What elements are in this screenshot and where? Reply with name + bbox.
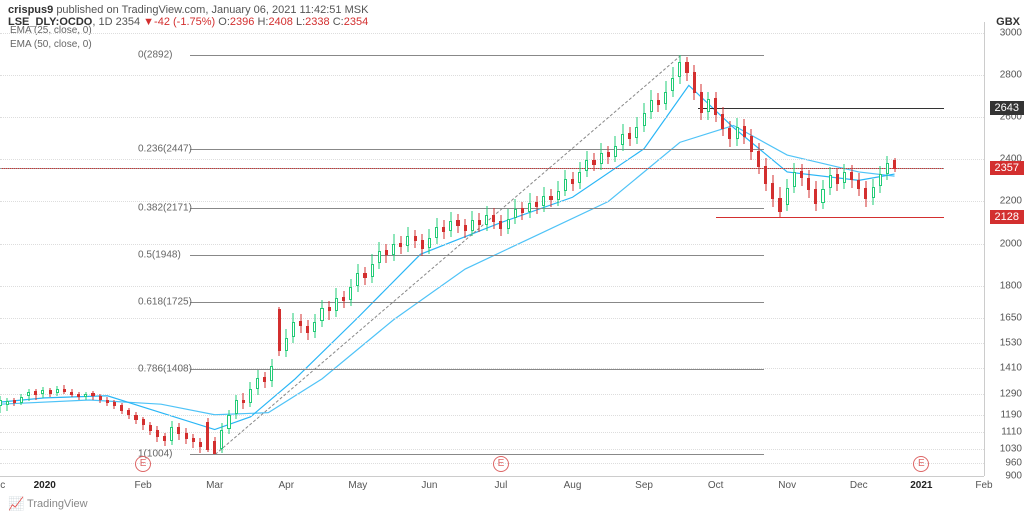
fib-line[interactable] xyxy=(190,369,764,370)
y-tick-label: 3000 xyxy=(1000,27,1022,38)
price-line[interactable] xyxy=(716,217,944,218)
y-tick-label: 1530 xyxy=(1000,337,1022,348)
fib-line[interactable] xyxy=(190,302,764,303)
x-tick-label: Jun xyxy=(421,480,437,491)
crosshair-line xyxy=(0,168,944,169)
x-tick-label: Dec xyxy=(850,480,868,491)
fib-label: 0.236(2447) xyxy=(138,144,192,155)
y-axis[interactable]: GBX 300028002600240022002000180016501530… xyxy=(984,22,1024,476)
x-tick-label: Aug xyxy=(564,480,582,491)
y-tick-label: 900 xyxy=(1005,471,1022,482)
fib-label: 0.618(1725) xyxy=(138,296,192,307)
x-tick-label: Nov xyxy=(778,480,796,491)
x-tick-label: Apr xyxy=(278,480,294,491)
chart-container: crispus9 published on TradingView.com, J… xyxy=(0,0,1024,514)
y-tick-label: 1110 xyxy=(1001,426,1022,437)
price-tag: 2128 xyxy=(990,210,1024,224)
fib-line[interactable] xyxy=(190,255,764,256)
x-axis[interactable]: ec 2020 Feb Mar Apr May Jun Jul Aug Sep Oct Nov Dec 2… xyxy=(0,476,984,498)
watermark: 📈 TradingView xyxy=(8,496,88,512)
y-tick-label: 1290 xyxy=(1000,388,1022,399)
y-tick-label: 1190 xyxy=(1000,409,1022,420)
price-tag: 2643 xyxy=(990,101,1024,115)
fib-label: 0.382(2171) xyxy=(138,202,192,213)
x-tick-label: Feb xyxy=(975,480,992,491)
x-tick-label: 2021 xyxy=(910,480,932,491)
price-tag: 2357 xyxy=(990,161,1024,175)
price-line[interactable] xyxy=(698,108,944,109)
y-tick-label: 1800 xyxy=(1000,280,1022,291)
event-mark[interactable]: E xyxy=(913,456,929,472)
y-tick-label: 2000 xyxy=(1000,238,1022,249)
y-tick-label: 2800 xyxy=(1000,69,1022,80)
fib-label: 0.5(1948) xyxy=(138,249,181,260)
y-tick-label: 960 xyxy=(1005,458,1022,469)
x-tick-label: Sep xyxy=(635,480,653,491)
y-tick-label: 2200 xyxy=(1000,196,1022,207)
publish-date: January 06, 2021 11:42:51 MSK xyxy=(211,4,368,16)
fib-line[interactable] xyxy=(190,208,764,209)
username[interactable]: crispus9 xyxy=(8,4,53,16)
y-tick-label: 1650 xyxy=(1000,312,1022,323)
fib-label: 0(2892) xyxy=(138,50,172,61)
x-tick-label: 2020 xyxy=(34,480,56,491)
fib-line[interactable] xyxy=(190,454,764,455)
x-tick-label: May xyxy=(348,480,367,491)
x-tick-label: ec xyxy=(0,480,5,491)
x-tick-label: Feb xyxy=(135,480,152,491)
chart-plot-area[interactable]: 0(2892) 0.236(2447) 0.382(2171) 0.5(1948) 0.… xyxy=(0,22,984,476)
watermark-icon: 📈 xyxy=(8,496,24,511)
site-name[interactable]: TradingView.com xyxy=(122,4,206,16)
x-tick-label: Oct xyxy=(708,480,724,491)
event-mark[interactable]: E xyxy=(135,456,151,472)
fib-line[interactable] xyxy=(190,149,764,150)
x-tick-label: Mar xyxy=(206,480,223,491)
x-tick-label: Jul xyxy=(495,480,508,491)
y-tick-label: 1030 xyxy=(1000,443,1022,454)
y-tick-label: 1410 xyxy=(1000,363,1022,374)
event-mark[interactable]: E xyxy=(493,456,509,472)
fib-label: 0.786(1408) xyxy=(138,363,192,374)
